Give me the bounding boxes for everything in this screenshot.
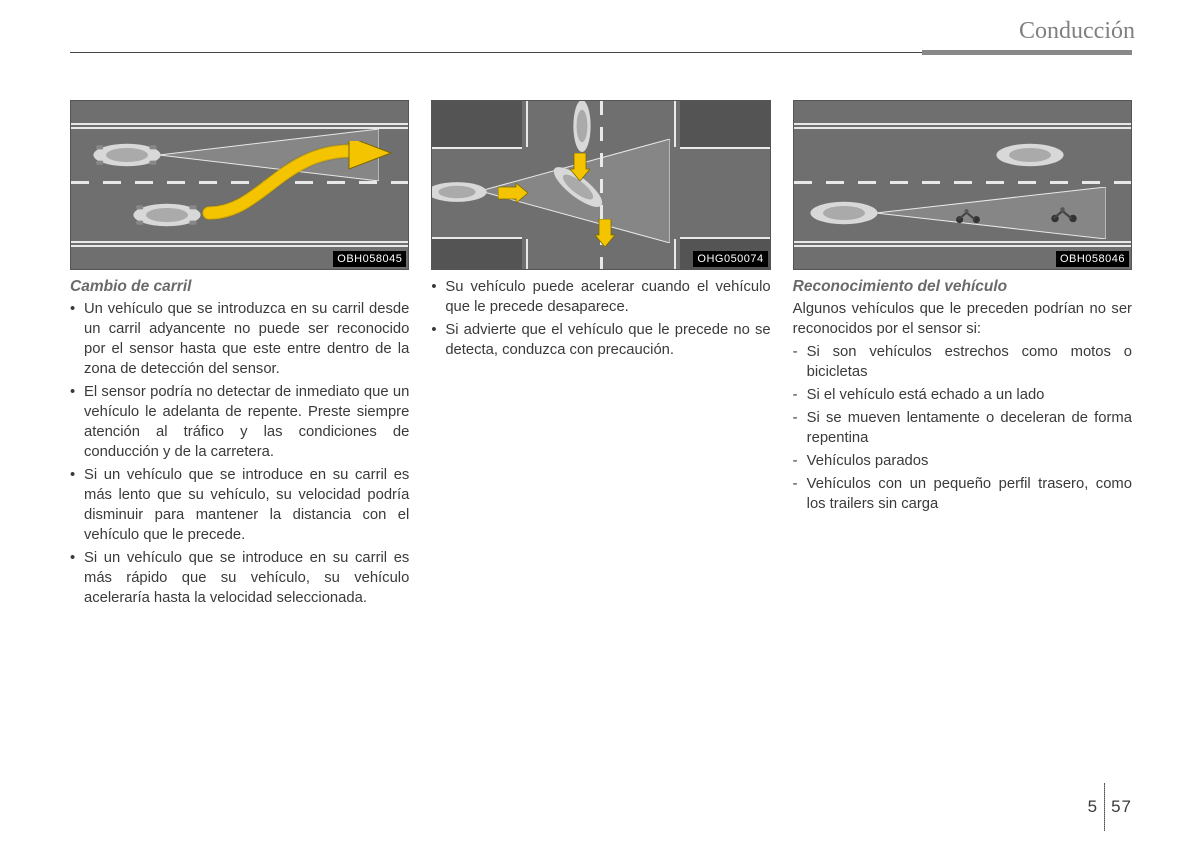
figure-recognition: OBH058046 [793, 100, 1132, 270]
figure-intersection: OHG050074 [431, 100, 770, 270]
chapter-number: 5 [1088, 797, 1098, 817]
page-footer: 5 57 [1088, 783, 1132, 831]
bullet-list-middle: Su vehículo puede acelerar cuando el veh… [431, 278, 770, 361]
figure-code: OBH058045 [333, 251, 406, 267]
bullet-item: Un vehículo que se introduzca en su carr… [70, 300, 409, 380]
dash-item: Si son vehículos estrechos como motos o … [793, 343, 1132, 383]
dash-item: Vehículos parados [793, 452, 1132, 472]
car-left-icon [431, 179, 488, 205]
motorcycle-icon [1049, 205, 1079, 225]
section-title-recognition: Reconocimiento del vehículo [793, 278, 1132, 296]
figure-code: OHG050074 [693, 251, 767, 267]
figure-code: OBH058046 [1056, 251, 1129, 267]
column-middle: OHG050074 Su vehículo puede acelerar cua… [431, 100, 770, 612]
footer-sep-icon [1104, 783, 1105, 831]
column-right: OBH058046 Reconocimiento del vehículo Al… [793, 100, 1132, 612]
car-bottom-icon [131, 201, 203, 229]
motorcycle-icon [954, 207, 982, 225]
header-divider-accent [922, 50, 1132, 55]
car-bottom-icon [808, 199, 880, 227]
car-top-icon [91, 141, 163, 169]
dash-item: Vehículos con un pequeño perfil trasero,… [793, 475, 1132, 515]
bullet-item: Su vehículo puede acelerar cuando el veh… [431, 278, 770, 318]
column-left: OBH058045 Cambio de carril Un vehículo q… [70, 100, 409, 612]
arrow-right-icon [498, 183, 528, 203]
page-title: Conducción [1019, 18, 1135, 45]
lane-change-arrow-icon [201, 141, 401, 231]
page-number: 57 [1111, 797, 1132, 817]
car-top-icon [567, 100, 597, 153]
arrow-down-icon [570, 153, 590, 181]
bullet-item: Si un vehículo que se introduce en su ca… [70, 549, 409, 609]
car-top-icon [994, 141, 1066, 169]
bullet-list-left: Un vehículo que se introduzca en su carr… [70, 300, 409, 609]
section-title-lane-change: Cambio de carril [70, 278, 409, 296]
arrow-down2-icon [595, 219, 615, 247]
dash-item: Si el vehículo está echado a un lado [793, 386, 1132, 406]
dash-item: Si se mueven lentamente o deceleran de f… [793, 409, 1132, 449]
content-columns: OBH058045 Cambio de carril Un vehículo q… [70, 100, 1132, 612]
bullet-item: Si un vehículo que se introduce en su ca… [70, 466, 409, 546]
bullet-item: Si advierte que el vehículo que le prece… [431, 321, 770, 361]
figure-lane-change: OBH058045 [70, 100, 409, 270]
bullet-item: El sensor podría no detectar de inmediat… [70, 383, 409, 463]
dash-list-right: Si son vehículos estrechos como motos o … [793, 343, 1132, 515]
intro-text: Algunos vehículos que le preceden podría… [793, 300, 1132, 340]
